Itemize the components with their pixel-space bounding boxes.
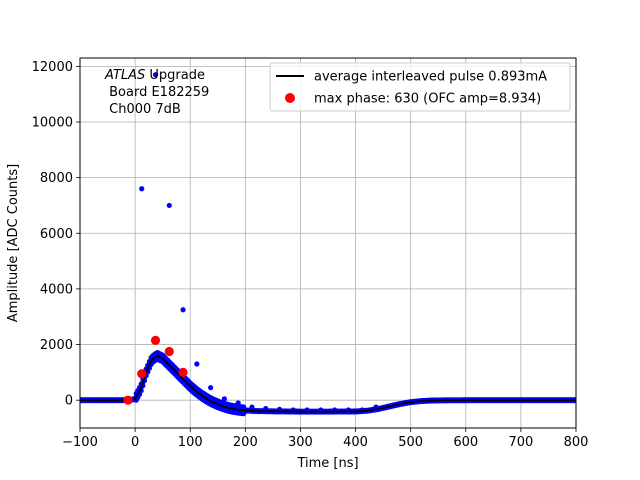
legend-entry-max-phase: max phase: 630 (OFC amp=8.934) [314,92,541,107]
legend-entry-average-pulse: average interleaved pulse 0.893mA [314,70,547,85]
max-phase-marker [123,395,133,405]
scatter-point [166,202,172,209]
max-phase-marker [137,369,147,379]
x-tick-label: 200 [233,435,258,450]
x-tick-label: −100 [62,435,98,450]
scatter-point [208,385,214,391]
axis-ticks: −100 0 100 200 300 400 500 600 700 80002000400060… [32,60,589,450]
scatter-point [221,396,227,402]
scatter-point [263,405,269,412]
legend: average interleaved pulse 0.893mA max ph… [269,62,571,112]
scatter-point [139,186,145,192]
scatter-point [194,361,200,367]
y-tick-label: 6000 [40,227,73,242]
annotation-atlas: ATLAS [104,68,145,83]
annotation-channel: Ch000 7dB [105,102,181,117]
scatter-point [180,307,186,313]
svg-text:ATLAS Upgrade: ATLAS Upgrade [104,68,205,83]
x-tick-label: 100 [178,435,203,450]
x-tick-label: 0 [131,435,139,450]
annotation-board: Board E182259 [105,85,209,100]
y-tick-label: 4000 [40,282,73,297]
y-tick-label: 8000 [40,171,73,186]
scatter-point [235,400,241,406]
legend-marker-swatch [285,93,295,103]
legend-box [269,62,571,112]
y-tick-label: 10000 [32,115,73,130]
x-tick-label: 600 [453,435,478,450]
plot-series [80,72,576,417]
average-pulse-line [80,354,576,413]
y-axis-label: Amplitude [ADC Counts] [6,164,21,322]
y-tick-label: 2000 [40,338,73,353]
y-tick-label: 12000 [32,60,73,75]
max-phase-marker [150,335,161,345]
scatter-point [249,404,255,410]
plot-frame [79,57,577,429]
scatter-point [152,72,159,78]
y-tick-label: 0 [65,394,73,409]
max-phase-marker [178,367,188,377]
x-tick-label: 700 [508,435,533,450]
x-axis-label: Time [ns] [296,456,358,471]
x-tick-label: 500 [398,435,423,450]
x-tick-label: 400 [343,435,368,450]
annotation-upgrade: Upgrade [145,68,205,83]
atlas-annotation: ATLAS Upgrade Board E182259 Ch000 7dB [104,68,209,117]
x-tick-label: 800 [564,435,589,450]
max-phase-marker [164,346,174,357]
x-tick-label: 300 [288,435,313,450]
